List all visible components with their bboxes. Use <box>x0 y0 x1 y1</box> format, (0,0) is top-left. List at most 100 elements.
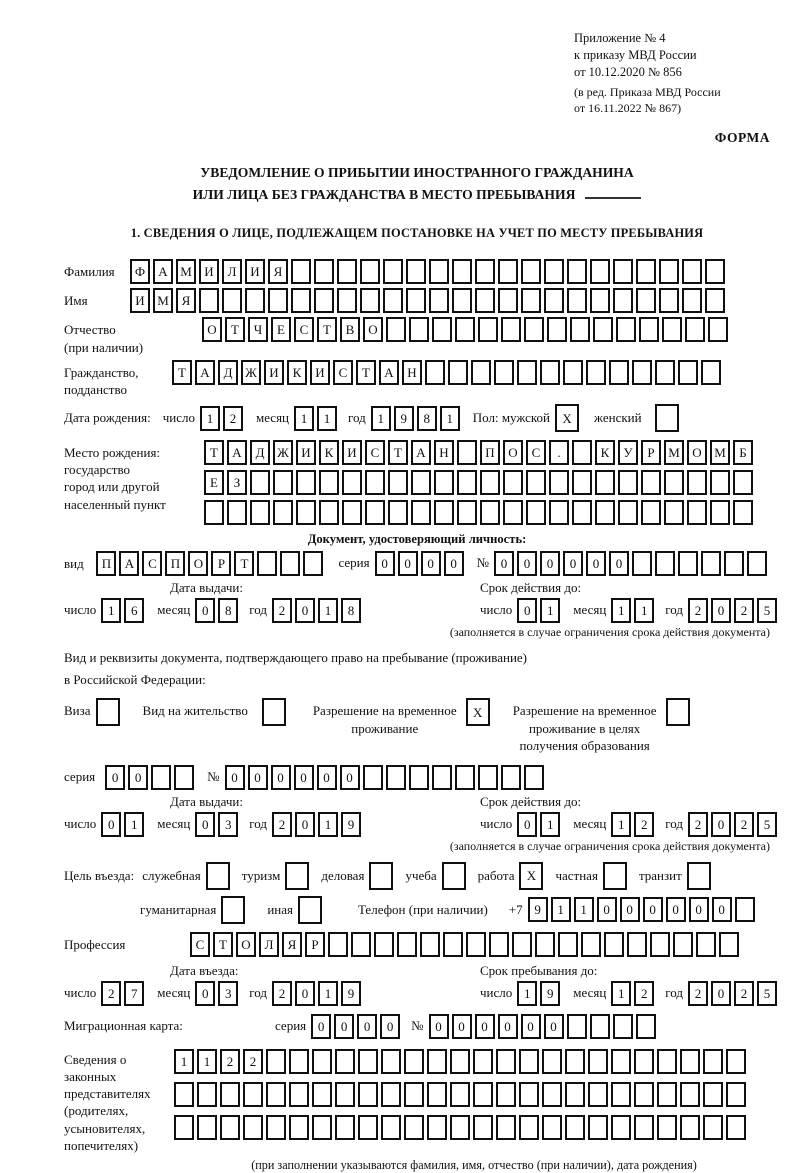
char-cell[interactable]: Л <box>259 931 279 957</box>
char-cell[interactable] <box>662 317 682 343</box>
char-cell[interactable]: С <box>365 440 385 466</box>
char-cell[interactable] <box>337 288 357 314</box>
char-cell[interactable]: 0 <box>316 764 337 790</box>
char-cell[interactable] <box>609 359 629 385</box>
char-cell[interactable]: 0 <box>540 551 560 577</box>
char-cell[interactable]: Ж <box>273 440 293 466</box>
char-cell[interactable] <box>498 259 518 285</box>
char-cell[interactable]: А <box>119 551 140 577</box>
char-cell[interactable] <box>540 359 560 385</box>
char-cell[interactable]: 0 <box>497 1013 518 1039</box>
char-cell[interactable] <box>365 470 385 496</box>
char-cell[interactable]: К <box>319 440 339 466</box>
char-cell[interactable]: 0 <box>295 811 316 837</box>
char-cell[interactable] <box>659 288 679 314</box>
char-cell[interactable]: 1 <box>318 811 339 837</box>
char-cell[interactable] <box>703 1048 723 1074</box>
char-cell[interactable] <box>385 764 406 790</box>
char-cell[interactable]: 0 <box>374 551 395 577</box>
char-cell[interactable] <box>457 440 477 466</box>
char-cell[interactable]: Б <box>733 440 753 466</box>
char-cell[interactable] <box>427 1048 447 1074</box>
char-cell[interactable]: 2 <box>634 811 655 837</box>
char-cell[interactable] <box>521 259 541 285</box>
char-cell[interactable] <box>636 288 656 314</box>
char-cell[interactable] <box>243 1081 263 1107</box>
char-cell[interactable]: 0 <box>195 811 216 837</box>
char-cell[interactable] <box>450 1048 470 1074</box>
male-checkbox[interactable]: X <box>555 404 580 433</box>
char-cell[interactable] <box>204 500 224 526</box>
char-cell[interactable] <box>266 1081 286 1107</box>
char-cell[interactable]: 0 <box>711 598 732 624</box>
char-cell[interactable] <box>408 764 429 790</box>
char-cell[interactable] <box>734 897 755 923</box>
char-cell[interactable]: А <box>379 359 399 385</box>
char-cell[interactable]: 0 <box>520 1013 541 1039</box>
char-cell[interactable] <box>266 1114 286 1140</box>
char-cell[interactable]: К <box>287 359 307 385</box>
char-cell[interactable]: Ж <box>241 359 261 385</box>
char-cell[interactable] <box>243 1114 263 1140</box>
char-cell[interactable] <box>360 288 380 314</box>
char-cell[interactable]: 9 <box>527 897 548 923</box>
char-cell[interactable] <box>526 500 546 526</box>
char-cell[interactable] <box>565 1081 585 1107</box>
char-cell[interactable]: 1 <box>370 405 391 431</box>
char-cell[interactable]: . <box>549 440 569 466</box>
char-cell[interactable]: 2 <box>272 811 293 837</box>
char-cell[interactable] <box>383 288 403 314</box>
char-cell[interactable]: 0 <box>380 1013 401 1039</box>
char-cell[interactable]: 1 <box>124 811 145 837</box>
char-cell[interactable]: М <box>153 288 173 314</box>
char-cell[interactable] <box>703 1081 723 1107</box>
char-cell[interactable] <box>657 1081 677 1107</box>
char-cell[interactable] <box>687 470 707 496</box>
char-cell[interactable] <box>590 288 610 314</box>
char-cell[interactable]: П <box>480 440 500 466</box>
char-cell[interactable] <box>563 359 583 385</box>
char-cell[interactable]: 0 <box>517 598 538 624</box>
char-cell[interactable] <box>450 1114 470 1140</box>
char-cell[interactable] <box>455 317 475 343</box>
char-cell[interactable] <box>542 1114 562 1140</box>
char-cell[interactable] <box>581 931 601 957</box>
visa-checkbox[interactable] <box>95 698 120 727</box>
char-cell[interactable]: 0 <box>474 1013 495 1039</box>
char-cell[interactable] <box>494 359 514 385</box>
char-cell[interactable] <box>450 1081 470 1107</box>
char-cell[interactable] <box>593 317 613 343</box>
char-cell[interactable]: 0 <box>224 764 245 790</box>
char-cell[interactable]: 1 <box>318 980 339 1006</box>
char-cell[interactable] <box>342 500 362 526</box>
char-cell[interactable] <box>719 931 739 957</box>
char-cell[interactable]: В <box>340 317 360 343</box>
char-cell[interactable]: А <box>227 440 247 466</box>
char-cell[interactable] <box>266 1048 286 1074</box>
char-cell[interactable] <box>174 764 195 790</box>
char-cell[interactable] <box>360 259 380 285</box>
char-cell[interactable] <box>489 931 509 957</box>
char-cell[interactable]: У <box>618 440 638 466</box>
char-cell[interactable]: 1 <box>318 598 339 624</box>
char-cell[interactable] <box>535 931 555 957</box>
char-cell[interactable] <box>611 1081 631 1107</box>
char-cell[interactable]: 0 <box>543 1013 564 1039</box>
char-cell[interactable] <box>174 1081 194 1107</box>
char-cell[interactable]: А <box>195 359 215 385</box>
char-cell[interactable] <box>452 259 472 285</box>
char-cell[interactable] <box>519 1114 539 1140</box>
char-cell[interactable] <box>680 1048 700 1074</box>
char-cell[interactable] <box>245 288 265 314</box>
char-cell[interactable]: Р <box>211 551 232 577</box>
char-cell[interactable] <box>466 931 486 957</box>
char-cell[interactable] <box>659 259 679 285</box>
char-cell[interactable] <box>250 500 270 526</box>
tourism-checkbox[interactable] <box>285 861 310 890</box>
char-cell[interactable] <box>429 288 449 314</box>
char-cell[interactable]: 1 <box>611 980 632 1006</box>
char-cell[interactable] <box>374 931 394 957</box>
char-cell[interactable] <box>586 359 606 385</box>
char-cell[interactable] <box>291 259 311 285</box>
char-cell[interactable]: И <box>310 359 330 385</box>
